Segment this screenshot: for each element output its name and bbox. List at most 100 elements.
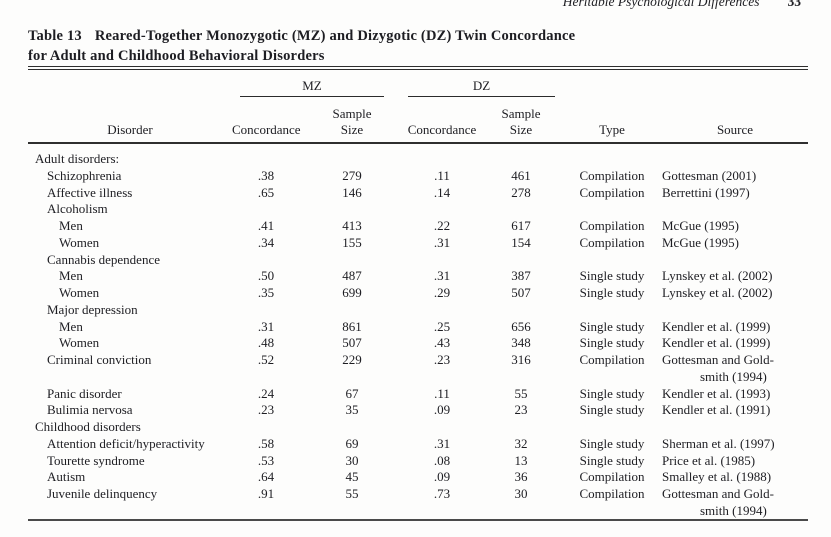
source-cell: Price et al. (1985)	[662, 453, 808, 470]
source-cell: Berrettini (1997)	[662, 185, 808, 202]
mz-concordance-cell	[232, 201, 300, 218]
disorder-cell: Women	[59, 335, 100, 351]
data-row: Autism .64 45 .09 36 Compilation Smalley et al…	[28, 469, 808, 486]
source-cell: Gottesman and Gold-smith (1994)	[662, 486, 808, 520]
dz-concordance-cell: .31	[433, 234, 451, 250]
mz-sample-size-cell: 55	[345, 486, 359, 501]
disorder-cell: Men	[59, 218, 83, 233]
section-row: Cannabis dependence	[28, 252, 808, 269]
section-row: Major depression	[28, 302, 808, 319]
mz-sample-size-cell: 229	[342, 352, 362, 367]
type-cell: Single study	[579, 318, 645, 334]
source-cell: Smalley et al. (1988)	[662, 469, 808, 486]
table-label: Table 13	[28, 28, 82, 44]
mz-concordance-cell: .65	[257, 184, 275, 200]
running-head: Heritable Psychological Differences 33	[0, 0, 801, 9]
type-cell: Single study	[579, 268, 645, 284]
source-cell	[662, 252, 808, 269]
mz-sample-size-cell	[300, 252, 404, 269]
section-row: Childhood disorders	[28, 419, 808, 436]
source-text: Smalley et al. (1988)	[662, 469, 772, 485]
data-row: Women .48 507 .43 348 Single study Kendler et …	[28, 335, 808, 352]
source-cell	[662, 201, 808, 218]
mz-sample-size-cell: 279	[342, 167, 362, 183]
data-row: Men .41 413 .22 617 Compilation McGue (1995)	[28, 218, 808, 235]
mz-concordance-cell: .41	[257, 218, 275, 233]
dz-concordance-cell: .09	[433, 469, 451, 485]
disorder-cell: Women	[59, 285, 100, 300]
source-cell: Gottesman (2001)	[662, 168, 808, 185]
data-row: Juvenile delinquency .91 55 .73 30 Compilatio…	[28, 486, 808, 520]
dz-concordance-cell: .14	[433, 184, 451, 200]
dz-concordance-cell: .73	[433, 486, 451, 501]
type-cell	[562, 302, 662, 319]
mz-sample-size-cell	[300, 143, 404, 168]
dz-concordance-cell	[404, 419, 480, 436]
data-row: Criminal conviction .52 229 .23 316 Compilati…	[28, 352, 808, 386]
dz-concordance-cell	[404, 143, 480, 168]
header-spacer	[562, 70, 662, 97]
mz-sample-size-cell: 413	[342, 218, 362, 233]
mz-sample-size-cell: 699	[342, 285, 362, 300]
dz-concordance-cell: .22	[433, 218, 451, 233]
source-cell	[662, 143, 808, 168]
header-spacer	[28, 70, 232, 97]
mz-concordance-cell: .31	[257, 318, 275, 334]
mz-concordance-cell: .35	[257, 285, 275, 300]
dz-sample-size-cell	[480, 201, 562, 218]
mz-concordance-cell	[232, 419, 300, 436]
dz-concordance-cell: .31	[433, 435, 451, 451]
data-row: Bulimia nervosa .23 35 .09 23 Single study Ken…	[28, 402, 808, 419]
dz-group-label: DZ	[408, 78, 555, 97]
mz-concordance-cell: .23	[257, 402, 275, 418]
type-cell: Single study	[579, 452, 645, 468]
dz-sample-size-cell: 23	[514, 402, 528, 418]
type-cell: Compilation	[579, 469, 645, 485]
type-cell: Compilation	[579, 234, 645, 250]
source-text: Kendler et al. (1991)	[662, 402, 771, 418]
dz-sample-size-cell: 13	[514, 452, 528, 468]
type-cell: Compilation	[579, 352, 645, 367]
mz-concordance-cell: .58	[257, 435, 275, 451]
dz-concordance-cell	[404, 201, 480, 218]
dz-concordance-cell	[404, 302, 480, 319]
type-cell: Compilation	[579, 218, 645, 233]
mz-sample-size-cell: 155	[342, 234, 362, 250]
source-cell: Sherman et al. (1997)	[662, 436, 808, 453]
disorder-cell: Cannabis dependence	[47, 251, 160, 267]
dz-sample-size-cell: 55	[514, 385, 528, 401]
mz-concordance-cell	[232, 252, 300, 269]
source-text: McGue (1995)	[662, 218, 739, 233]
mz-sample-size-cell	[300, 419, 404, 436]
dz-concordance-cell: .08	[433, 452, 451, 468]
mz-group-label: MZ	[240, 78, 384, 97]
disorder-cell: Major depression	[47, 301, 138, 317]
dz-concordance-cell: .29	[433, 285, 451, 300]
mz-sample-size-cell: 861	[342, 318, 362, 334]
disorder-cell: Panic disorder	[47, 385, 122, 401]
type-cell: Compilation	[579, 167, 645, 183]
source-cell	[662, 302, 808, 319]
group-header-row: MZ DZ	[28, 70, 808, 97]
mz-concordance-header: Concordance	[232, 97, 301, 144]
disorder-cell: Childhood disorders	[35, 419, 141, 434]
mz-concordance-cell: .34	[257, 234, 275, 250]
dz-sample-size-cell: 278	[511, 184, 531, 200]
type-cell: Compilation	[579, 184, 645, 200]
source-cell: Kendler et al. (1999)	[662, 335, 808, 352]
source-cell	[662, 419, 808, 436]
source-text: Sherman et al. (1997)	[662, 435, 775, 451]
mz-concordance-cell: .53	[257, 452, 275, 468]
section-row: Alcoholism	[28, 201, 808, 218]
mz-sample-size-cell: 30	[345, 452, 359, 468]
source-cell: Gottesman and Gold-smith (1994)	[662, 352, 808, 386]
source-cell: Kendler et al. (1999)	[662, 319, 808, 336]
top-double-rule	[28, 66, 808, 70]
mz-concordance-cell: .24	[257, 385, 275, 401]
source-text: Gottesman (2001)	[662, 167, 757, 183]
source-text-continuation: smith (1994)	[700, 368, 767, 384]
data-row: Women .35 699 .29 507 Single study Lynskey et …	[28, 285, 808, 302]
dz-sample-size-cell: 656	[511, 318, 531, 334]
source-text: Kendler et al. (1999)	[662, 318, 771, 334]
mz-concordance-cell: .91	[257, 486, 275, 501]
